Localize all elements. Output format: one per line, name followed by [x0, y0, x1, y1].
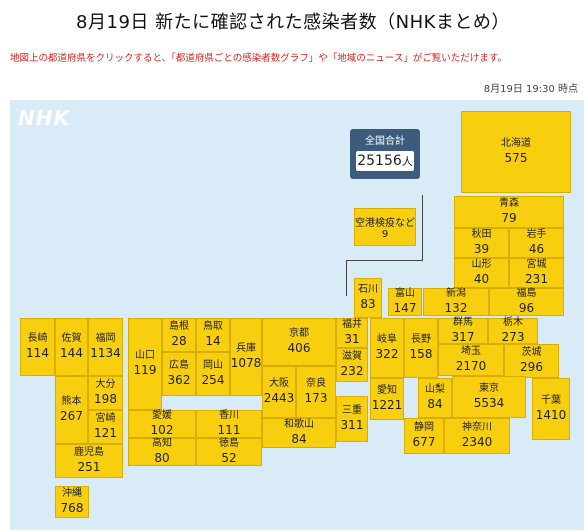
pref-kagoshima[interactable]: 鹿児島 251: [55, 444, 123, 478]
pref-yamagata[interactable]: 山形 40: [454, 258, 509, 288]
pref-okinawa[interactable]: 沖縄 768: [55, 486, 89, 518]
pref-ehime[interactable]: 愛媛 102: [128, 410, 196, 438]
pref-oita[interactable]: 大分 198: [88, 376, 123, 410]
pref-yamaguchi[interactable]: 山口 119: [128, 318, 162, 410]
pref-wakayama[interactable]: 和歌山 84: [262, 418, 336, 448]
pref-chiba[interactable]: 千葉 1410: [532, 378, 570, 440]
pref-hokkaido[interactable]: 北海道 575: [461, 111, 571, 193]
update-timestamp: 8月19日 19:30 時点: [483, 84, 578, 95]
pref-shiga[interactable]: 滋賀 232: [336, 348, 368, 382]
pref-toyama[interactable]: 富山 147: [388, 288, 422, 316]
pref-shizuoka[interactable]: 静岡 677: [404, 418, 444, 454]
pref-fukuoka[interactable]: 福岡 1134: [88, 318, 123, 376]
pref-niigata[interactable]: 新潟 132: [423, 288, 489, 316]
pref-ibaraki[interactable]: 茨城 296: [504, 344, 559, 378]
airport-label: 空港検疫など: [355, 218, 415, 229]
japan-map: NHK 全国合計 25156人 空港検疫など 9 北海道 575 青森 79 秋田 3…: [10, 100, 584, 530]
pref-miyagi[interactable]: 宮城 231: [509, 258, 564, 288]
pref-saga[interactable]: 佐賀 144: [55, 318, 88, 376]
pref-miyazaki[interactable]: 宮崎 121: [88, 410, 123, 444]
total-value: 25156: [357, 153, 402, 169]
pref-gifu[interactable]: 岐阜 322: [370, 318, 404, 378]
pref-fukushima[interactable]: 福島 96: [489, 288, 564, 316]
divider-line: [346, 260, 347, 296]
pref-nagasaki[interactable]: 長崎 114: [20, 318, 55, 376]
pref-ishikawa[interactable]: 石川 83: [354, 278, 382, 318]
pref-tokushima[interactable]: 徳島 52: [196, 438, 262, 466]
pref-hiroshima[interactable]: 広島 362: [162, 352, 196, 396]
divider-line: [422, 195, 423, 260]
pref-akita[interactable]: 秋田 39: [454, 228, 509, 258]
pref-mie[interactable]: 三重 311: [336, 396, 368, 442]
pref-nagano[interactable]: 長野 158: [404, 318, 438, 378]
pref-osaka[interactable]: 大阪 2443: [262, 366, 296, 418]
total-unit: 人: [401, 155, 413, 168]
nhk-logo: NHK: [18, 106, 70, 130]
pref-saitama[interactable]: 埼玉 2170: [438, 344, 504, 376]
pref-aomori[interactable]: 青森 79: [454, 196, 564, 228]
pref-kanagawa[interactable]: 神奈川 2340: [444, 418, 510, 454]
total-label: 全国合計: [365, 136, 405, 147]
pref-yamanashi[interactable]: 山梨 84: [418, 378, 452, 418]
pref-hyogo[interactable]: 兵庫 1078: [230, 318, 262, 396]
divider-line: [346, 260, 423, 261]
pref-gunma[interactable]: 群馬 317: [438, 317, 488, 344]
pref-nara[interactable]: 奈良 173: [296, 366, 336, 418]
pref-shimane[interactable]: 島根 28: [162, 318, 196, 352]
pref-kyoto[interactable]: 京都 406: [262, 318, 336, 366]
pref-tokyo[interactable]: 東京 5534: [452, 376, 526, 418]
national-total-box: 全国合計 25156人: [350, 129, 420, 179]
pref-kagawa[interactable]: 香川 111: [196, 410, 262, 438]
pref-fukui[interactable]: 福井 31: [336, 318, 368, 348]
pref-tottori[interactable]: 鳥取 14: [196, 318, 230, 352]
airport-count: 9: [381, 229, 389, 240]
pref-aichi[interactable]: 愛知 1221: [370, 378, 404, 420]
airport-quarantine-box[interactable]: 空港検疫など 9: [354, 208, 416, 246]
instruction-notice: 地図上の都道府県をクリックすると、「都道府県ごとの感染者数グラフ」や「地域のニュ…: [10, 53, 507, 64]
pref-kumamoto[interactable]: 熊本 267: [55, 376, 88, 444]
pref-okayama[interactable]: 岡山 254: [196, 352, 230, 396]
page-title: 8月19日 新たに確認された感染者数（NHKまとめ）: [76, 12, 510, 33]
pref-tochigi[interactable]: 栃木 273: [488, 317, 538, 344]
pref-iwate[interactable]: 岩手 46: [509, 228, 564, 258]
pref-kochi[interactable]: 高知 80: [128, 438, 196, 466]
